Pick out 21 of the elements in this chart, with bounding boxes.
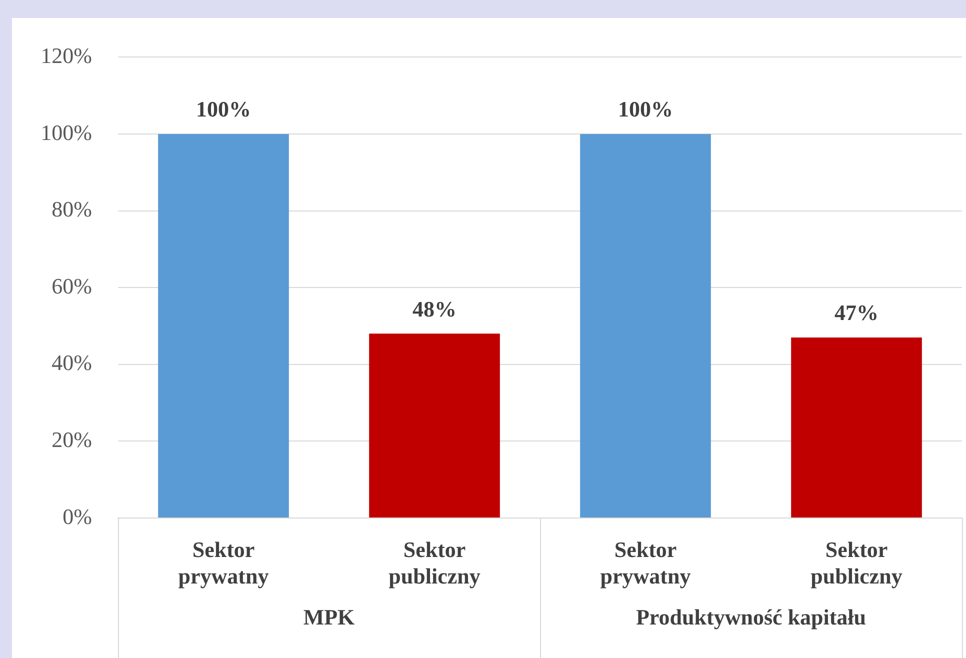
y-tick-label: 0%	[62, 504, 92, 529]
x-tick-label: Sektor publiczny	[810, 536, 902, 588]
y-tick-label: 100%	[40, 120, 92, 145]
text: Produktywność kapitału	[636, 604, 866, 630]
bar	[158, 134, 289, 518]
text: MPK	[303, 604, 355, 630]
data-label: 48%	[412, 296, 456, 322]
x-tick-label: Sektor prywatny	[600, 536, 691, 588]
data-label: 47%	[834, 300, 878, 326]
x-tick-label: Sektor publiczny	[388, 536, 480, 588]
y-tick-label: 60%	[52, 273, 92, 298]
data-label: 100%	[196, 96, 251, 122]
data-label: 100%	[618, 96, 673, 122]
bar	[369, 334, 500, 518]
y-tick-label: 80%	[52, 196, 92, 222]
y-tick-label: 20%	[52, 426, 92, 452]
bar	[580, 134, 711, 518]
y-tick-label: 40%	[52, 350, 92, 376]
y-tick-label: 120%	[40, 42, 92, 68]
bar	[791, 338, 922, 518]
x-tick-label: Sektor prywatny	[178, 536, 269, 588]
